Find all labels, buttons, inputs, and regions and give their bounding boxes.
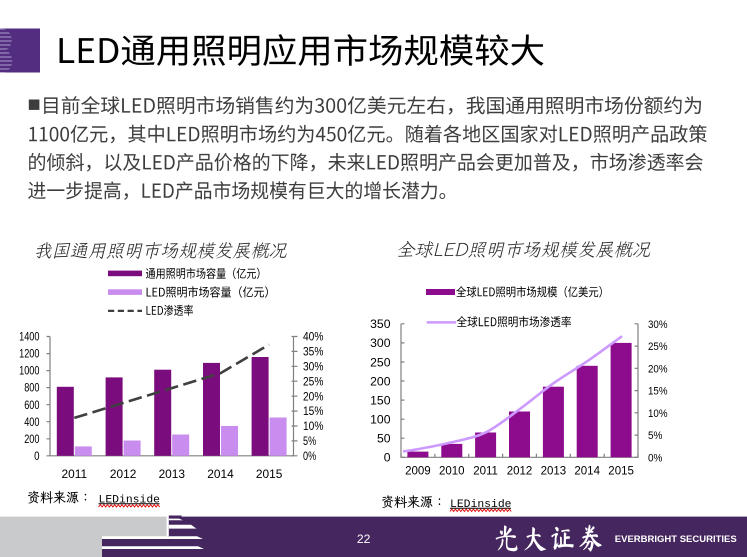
svg-text:150: 150	[370, 393, 391, 407]
svg-text:2015: 2015	[608, 465, 634, 477]
svg-text:15%: 15%	[648, 386, 668, 398]
svg-text:5%: 5%	[303, 435, 316, 448]
svg-text:250: 250	[370, 355, 391, 369]
svg-text:800: 800	[24, 382, 40, 395]
svg-text:350: 350	[370, 317, 391, 331]
svg-text:1000: 1000	[19, 365, 40, 378]
svg-text:25%: 25%	[648, 341, 668, 353]
svg-text:50: 50	[377, 432, 391, 446]
svg-text:200: 200	[370, 374, 391, 388]
svg-text:2011: 2011	[62, 467, 88, 481]
svg-text:15%: 15%	[303, 405, 323, 418]
svg-text:25%: 25%	[303, 375, 323, 388]
svg-text:2014: 2014	[574, 465, 600, 477]
svg-text:20%: 20%	[648, 363, 668, 375]
svg-text:400: 400	[24, 416, 40, 429]
svg-text:30%: 30%	[303, 360, 323, 373]
svg-text:0: 0	[34, 450, 40, 463]
svg-text:0%: 0%	[648, 452, 662, 464]
svg-text:2014: 2014	[207, 467, 234, 481]
svg-text:0%: 0%	[303, 450, 316, 463]
svg-text:100: 100	[370, 413, 391, 427]
svg-text:2015: 2015	[256, 467, 283, 481]
svg-text:0: 0	[384, 451, 391, 465]
svg-text:10%: 10%	[648, 408, 668, 420]
svg-text:200: 200	[24, 433, 40, 446]
svg-text:5%: 5%	[648, 430, 662, 442]
svg-text:2010: 2010	[439, 465, 465, 477]
svg-text:2011: 2011	[473, 465, 498, 477]
svg-text:10%: 10%	[303, 420, 323, 433]
svg-text:600: 600	[24, 399, 40, 412]
svg-text:1200: 1200	[19, 348, 40, 361]
svg-text:EVERBRIGHT SECURITIES: EVERBRIGHT SECURITIES	[615, 534, 737, 545]
svg-text:1400: 1400	[19, 331, 40, 344]
svg-text:2012: 2012	[507, 465, 533, 477]
svg-text:30%: 30%	[648, 319, 668, 331]
svg-text:22: 22	[357, 532, 371, 546]
svg-text:20%: 20%	[303, 390, 323, 403]
svg-text:2013: 2013	[541, 465, 567, 477]
svg-text:2012: 2012	[110, 467, 137, 481]
svg-text:2009: 2009	[405, 465, 431, 477]
svg-text:35%: 35%	[303, 346, 323, 359]
svg-text:40%: 40%	[303, 331, 323, 344]
svg-text:2013: 2013	[159, 467, 186, 481]
svg-text:300: 300	[370, 336, 391, 350]
